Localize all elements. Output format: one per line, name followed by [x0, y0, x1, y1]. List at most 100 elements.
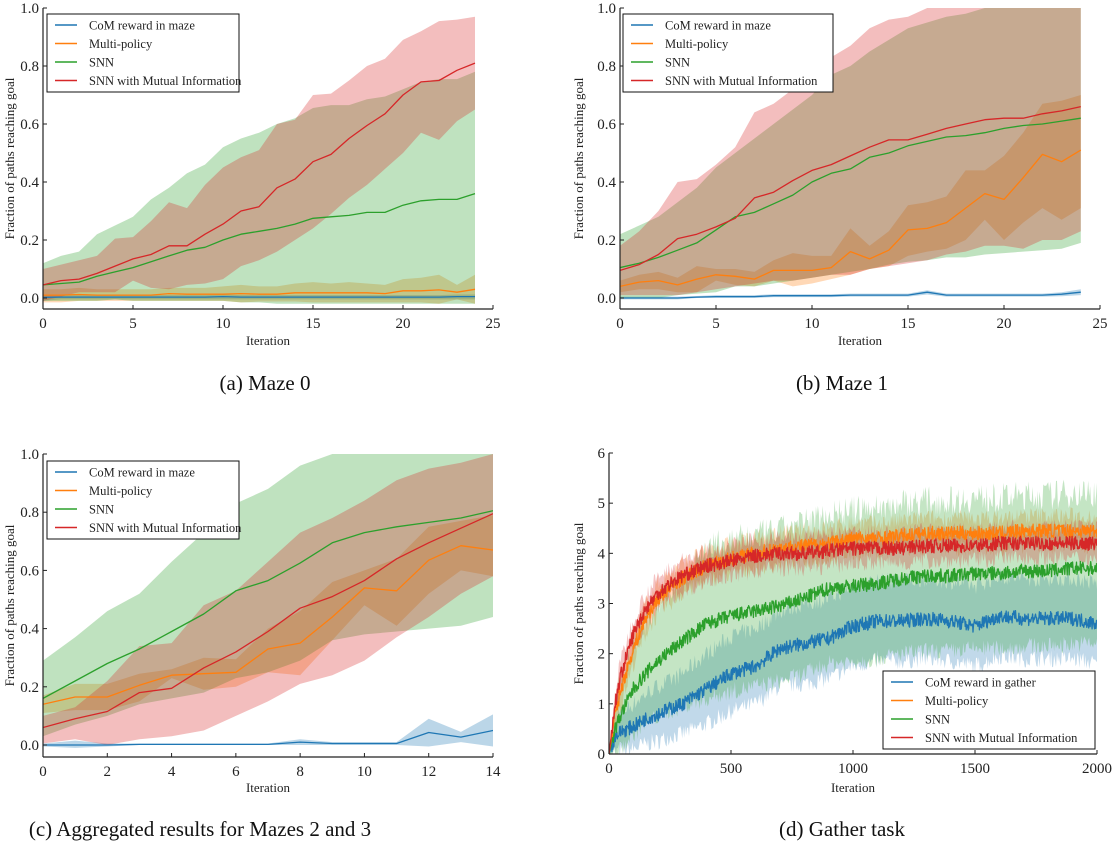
x-tick-label: 25	[1093, 316, 1108, 332]
y-tick-label: 0.2	[597, 233, 616, 249]
line-com-reward-in-maze	[43, 729, 493, 746]
line-snn-with-mutual-information	[43, 62, 476, 286]
y-axis-label: Fraction of paths reaching goal	[571, 522, 586, 684]
y-tick-label: 1.0	[20, 1, 39, 17]
x-tick-label: 6	[232, 764, 240, 780]
line-multi-policy	[620, 149, 1082, 288]
band-com-reward-in-gather	[609, 568, 1097, 754]
legend-entry: Multi-policy	[665, 37, 729, 51]
x-axis-label: Iteration	[246, 780, 291, 795]
legend-box	[622, 13, 834, 93]
legend: CoM reward in maze Multi-policy SNN SNN wit…	[46, 13, 242, 93]
y-tick-label: 0.8	[597, 59, 616, 75]
subplot-d: 0 500 1000 1500 2000 0 1 2 3 4 5 6 Iteration Fraction…	[571, 446, 1112, 841]
x-tick-label: 2	[104, 764, 112, 780]
subplot-b: 0 5 10 15 20 25 0.0 0.2 0.4 0.6 0.8 1.0 Iteration Fra…	[571, 1, 1108, 395]
band-snn	[43, 71, 475, 304]
legend-entry: SNN with Mutual Information	[89, 521, 242, 535]
subplot-caption: (c) Aggregated results for Mazes 2 and 3	[29, 817, 371, 841]
legend-entry: Multi-policy	[89, 37, 153, 51]
y-tick-label: 0.0	[20, 738, 39, 754]
y-tick-label: 0.6	[20, 563, 39, 579]
x-tick-label: 20	[396, 316, 411, 332]
band-multi-policy	[620, 95, 1081, 293]
y-tick-label: 0.2	[20, 233, 39, 249]
band-snn	[620, 8, 1081, 298]
plot-area	[43, 454, 493, 748]
y-tick-label: 0.4	[20, 175, 39, 191]
band-snn	[609, 479, 1097, 754]
band-snn-with-mutual-information	[43, 16, 475, 301]
line-snn	[609, 560, 1097, 754]
legend-box	[882, 670, 1096, 750]
subplot-a: 0 5 10 15 20 25 0.0 0.2 0.4 0.6 0.8 1.0 Iteration Fra…	[2, 1, 501, 395]
line-com-reward-in-maze	[620, 291, 1081, 299]
x-tick-label: 4	[168, 764, 176, 780]
line-snn-with-mutual-information	[609, 535, 1097, 754]
legend-entry: SNN	[89, 56, 114, 70]
y-tick-label: 0.0	[597, 291, 616, 307]
line-snn	[620, 117, 1081, 269]
plot-area	[620, 8, 1082, 300]
x-axis-label: Iteration	[831, 780, 876, 795]
x-tick-label: 10	[357, 764, 372, 780]
subplot-caption: (b) Maze 1	[796, 371, 888, 395]
x-tick-label: 10	[805, 316, 820, 332]
y-tick-label: 5	[598, 496, 606, 512]
y-tick-label: 0.6	[20, 117, 39, 133]
y-tick-label: 3	[598, 597, 606, 613]
x-tick-label: 14	[486, 764, 502, 780]
y-tick-label: 1.0	[20, 447, 39, 463]
y-tick-label: 0.0	[20, 291, 39, 307]
x-tick-label: 0	[39, 316, 47, 332]
subplot-c: 0 2 4 6 8 10 12 14 0.0 0.2 0.4 0.6 0.8 1.0 Iteration Fr…	[2, 447, 501, 841]
subplot-caption: (d) Gather task	[779, 817, 905, 841]
legend-entry: SNN with Mutual Information	[665, 74, 818, 88]
legend: CoM reward in maze Multi-policy SNN SNN wit…	[46, 460, 242, 540]
y-tick-label: 4	[598, 546, 606, 562]
legend-entry: SNN with Mutual Information	[925, 731, 1078, 745]
y-tick-label: 6	[598, 446, 606, 462]
plot-area	[43, 16, 476, 304]
y-tick-label: 1	[598, 697, 606, 713]
band-multi-policy	[609, 507, 1097, 754]
legend-entry: SNN	[925, 713, 950, 727]
x-tick-label: 15	[306, 316, 321, 332]
y-tick-label: 0.8	[20, 59, 39, 75]
plot-area	[609, 479, 1097, 754]
x-tick-label: 0	[605, 761, 613, 777]
legend-entry: CoM reward in gather	[925, 676, 1037, 690]
x-tick-label: 12	[421, 764, 436, 780]
band-snn-with-mutual-information	[620, 8, 1081, 296]
y-tick-label: 0.8	[20, 505, 39, 521]
line-multi-policy	[43, 288, 476, 296]
x-tick-label: 0	[39, 764, 47, 780]
line-com-reward-in-maze	[43, 295, 475, 299]
legend-entry: CoM reward in maze	[89, 466, 195, 480]
legend-entry: CoM reward in maze	[89, 19, 195, 33]
x-tick-label: 15	[901, 316, 916, 332]
line-snn	[43, 192, 476, 286]
legend: CoM reward in gather Multi-policy SNN SNN w…	[882, 670, 1096, 750]
line-multi-policy	[43, 545, 493, 705]
subplot-caption: (a) Maze 0	[220, 371, 311, 395]
x-tick-label: 20	[997, 316, 1012, 332]
y-tick-label: 0.4	[20, 622, 39, 638]
x-tick-label: 0	[616, 316, 624, 332]
y-tick-label: 2	[598, 647, 606, 663]
x-tick-label: 1500	[960, 761, 990, 777]
x-axis-label: Iteration	[246, 333, 291, 348]
y-tick-label: 0.6	[597, 117, 616, 133]
legend-entry: Multi-policy	[925, 694, 989, 708]
y-axis-label: Fraction of paths reaching goal	[571, 77, 586, 239]
line-snn-with-mutual-information	[620, 105, 1081, 272]
line-multi-policy	[609, 523, 1097, 754]
band-snn-with-mutual-information	[43, 454, 493, 745]
x-tick-label: 1000	[838, 761, 868, 777]
legend-entry: SNN	[89, 503, 114, 517]
y-tick-label: 0.4	[597, 175, 616, 191]
line-snn	[43, 510, 493, 699]
x-tick-label: 8	[296, 764, 304, 780]
y-tick-label: 1.0	[597, 1, 616, 17]
x-tick-label: 25	[486, 316, 501, 332]
